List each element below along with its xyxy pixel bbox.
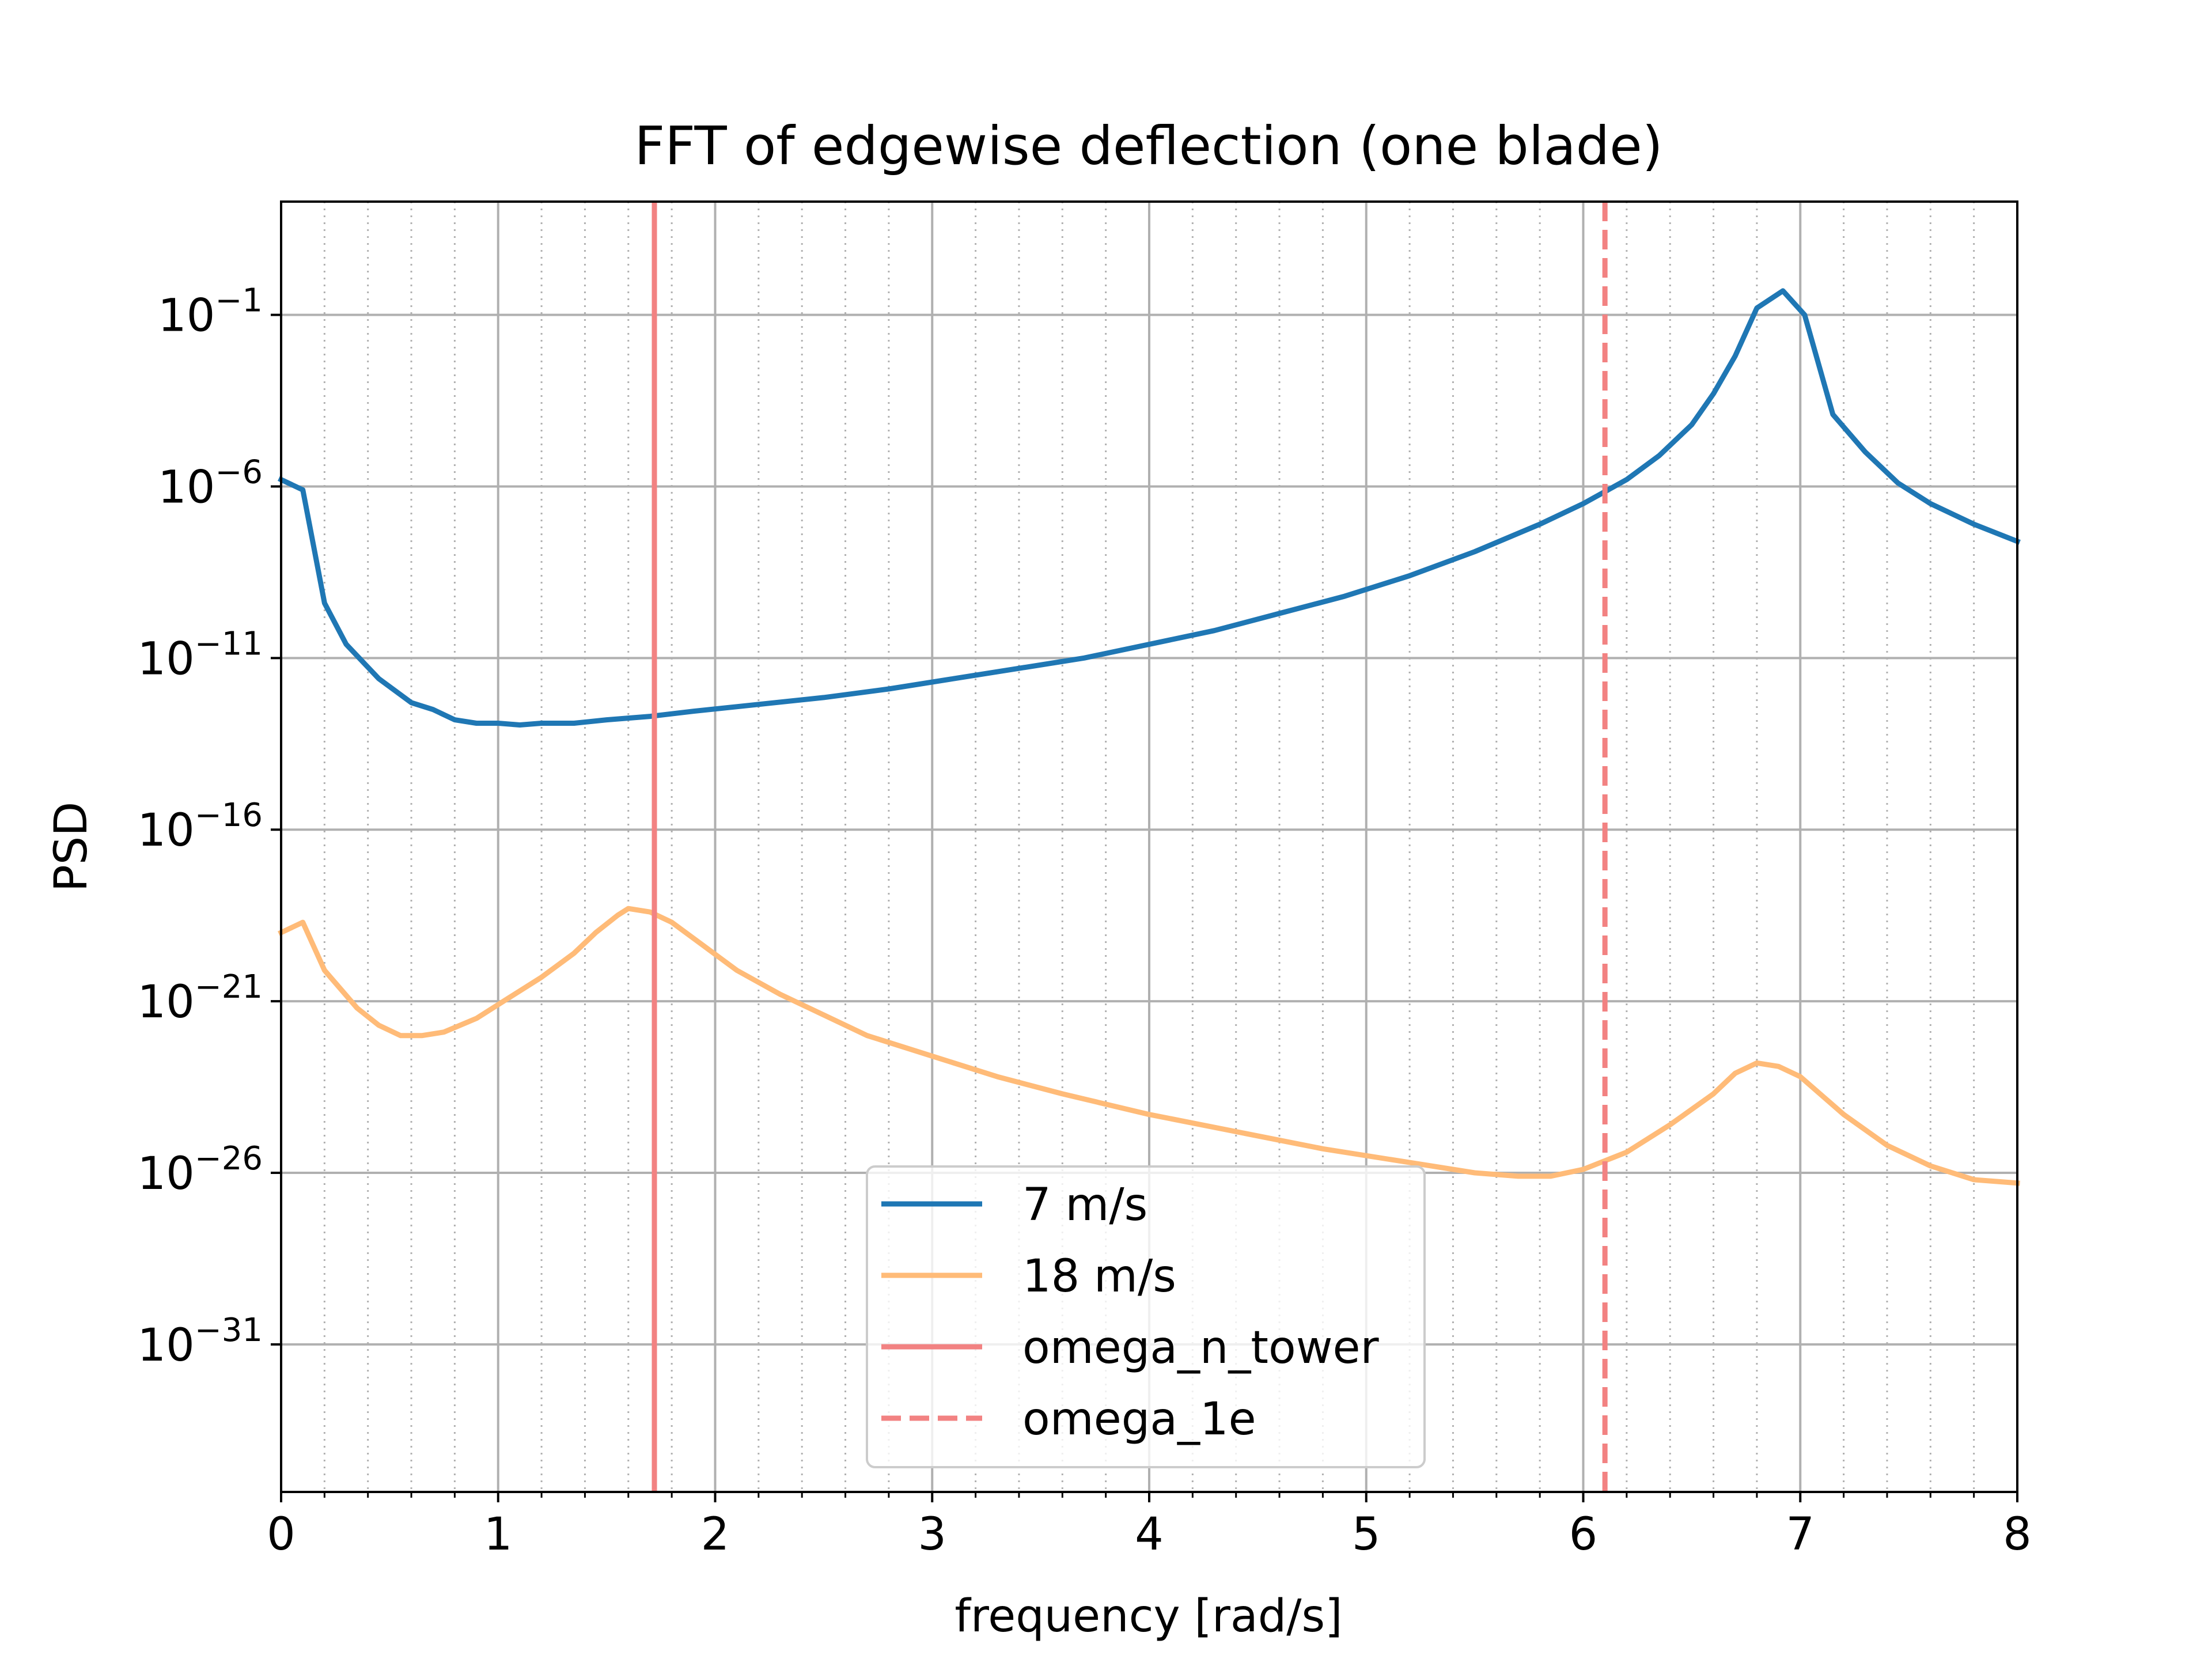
minor-grid [323,202,1975,1492]
x-tick-label: 4 [1135,1509,1164,1560]
legend: 7 m/s 18 m/s omega_n_tower omega_1e [866,1165,1426,1468]
vline-layer [652,202,1608,1492]
x-tick-label: 1 [484,1509,513,1560]
y-tick-label: 10−11 [138,625,263,685]
x-tick-label: 8 [2003,1509,2032,1560]
x-tick-label: 7 [1786,1509,1815,1560]
x-tick-label: 5 [1352,1509,1381,1560]
legend-label: omega_n_tower [1022,1322,1380,1374]
legend-label: 18 m/s [1022,1251,1176,1302]
legend-label: 7 m/s [1022,1179,1147,1231]
chart-title: FFT of edgewise deflection (one blade) [634,115,1662,177]
x-tick-label: 2 [701,1509,730,1560]
series-layer [278,288,2021,1186]
x-tick-label: 0 [267,1509,296,1560]
x-tick-label: 6 [1569,1509,1598,1560]
x-axis: 0 1 2 3 4 5 6 7 8 [267,1492,2032,1560]
series-line [278,288,2021,728]
x-axis-label: frequency [rad/s] [955,1590,1342,1642]
legend-label: omega_1e [1022,1393,1256,1445]
legend-frame [866,1165,1426,1468]
y-axis-label: PSD [46,802,97,892]
y-tick-label: 10−16 [138,797,263,857]
y-tick-label: 10−26 [138,1140,263,1200]
legend-items: 7 m/s 18 m/s omega_n_tower omega_1e [881,1179,1380,1445]
y-tick-label: 10−1 [158,282,263,342]
y-axis: 10−1 10−6 10−11 10−16 10−21 10−26 10−31 [138,282,281,1372]
series-line [278,906,2020,1186]
y-tick-label: 10−6 [158,453,263,513]
y-tick-label: 10−21 [138,968,263,1028]
x-tick-label: 3 [918,1509,946,1560]
y-tick-label: 10−31 [138,1312,263,1372]
